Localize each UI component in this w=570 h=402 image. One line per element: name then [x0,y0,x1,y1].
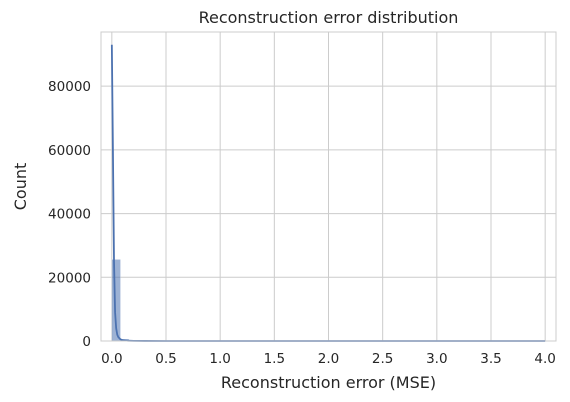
y-tick-label: 60000 [48,143,91,159]
y-tick-label: 40000 [48,207,91,223]
x-tick-label: 1.0 [209,351,230,367]
x-tick-label: 3.5 [480,351,501,367]
x-axis-title: Reconstruction error (MSE) [221,373,436,392]
x-tick-label: 2.5 [372,351,393,367]
y-axis-title: Count [11,163,30,211]
x-tick-label: 1.5 [264,351,285,367]
y-tick-label: 0 [82,334,91,350]
plot-frame [100,31,557,342]
x-tick-label: 4.0 [534,351,555,367]
tick-labels: 0.0 0.5 1.0 1.5 2.0 2.5 3.0 3.5 4.0 0 20000 40000 60… [48,79,556,367]
x-tick-label: 3.0 [426,351,447,367]
chart-title: Reconstruction error distribution [199,8,459,27]
x-tick-label: 0.0 [101,351,122,367]
x-tick-label: 0.5 [155,351,176,367]
y-tick-label: 20000 [48,270,91,286]
x-tick-label: 2.0 [318,351,339,367]
y-tick-label: 80000 [48,79,91,95]
